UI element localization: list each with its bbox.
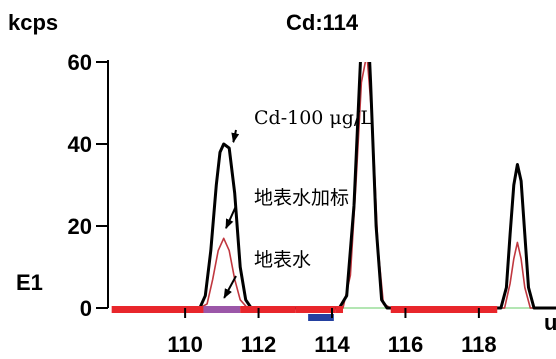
annotation-label: 地表水 [254,249,311,271]
integration-bar [240,306,296,313]
x-tick-label: 118 [461,332,497,357]
y-tick-label: 20 [68,214,92,239]
y-tick-label: 60 [68,50,92,75]
integration-bars [111,306,498,321]
integration-bar [203,306,241,313]
side-label: E1 [16,270,43,295]
chart-title: Cd:114 [286,10,359,35]
series-layer [130,62,556,310]
series-line [130,62,556,309]
integration-bar [335,306,344,313]
x-unit-label: u [544,310,556,335]
y-tick-label: 40 [68,132,92,157]
y-axis-label: kcps [8,10,58,35]
annotation-arrow [223,275,237,299]
annotation-arrow [225,205,237,230]
x-tick-label: 112 [241,332,277,357]
x-tick-label: 114 [314,332,350,357]
integration-bar [111,306,204,313]
annotation-arrows [223,129,240,299]
peak-marker [308,314,334,321]
tick-labels: 0 20 40 60 110 112 114 116 118 [68,50,497,357]
x-tick-label: 116 [388,332,424,357]
integration-bar [390,306,498,313]
annotation-arrow [231,129,240,144]
integration-bar [295,306,336,313]
annotation-label: Cd-100 μg/L [254,107,373,129]
axes [96,60,480,318]
x-tick-label: 110 [167,332,203,357]
y-tick-label: 0 [80,296,92,321]
annotation-label: 地表水加标 [254,187,349,209]
series-line [130,62,556,310]
